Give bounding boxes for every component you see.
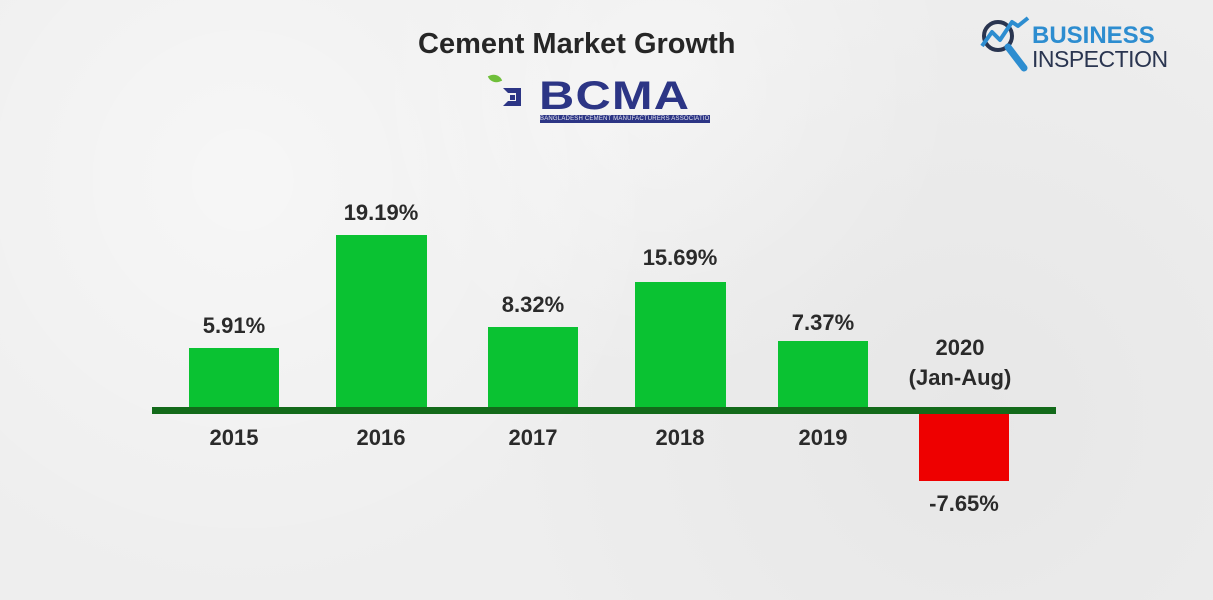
value-label-2018: 15.69% (642, 245, 718, 270)
category-label-2016: 2016 (356, 425, 406, 450)
category-label-2020-period: (Jan-Aug) (908, 365, 1012, 390)
value-label-2020: -7.65% (929, 491, 999, 516)
category-label-2019: 2019 (798, 425, 848, 450)
value-label-2017: 8.32% (501, 292, 565, 317)
category-label-2018: 2018 (655, 425, 705, 450)
value-label-2019: 7.37% (791, 310, 855, 335)
brand-line1: BUSINESS (1032, 22, 1155, 49)
bcma-logo-subtitle: BANGLADESH CEMENT MANUFACTURERS ASSOCIAT… (540, 115, 710, 123)
category-label-2020-year: 2020 (935, 335, 985, 360)
value-label-2016: 19.19% (343, 200, 419, 225)
bcma-mark-icon (503, 88, 521, 106)
leaf-icon (487, 72, 503, 85)
chart-title-text: Cement Market Growth (418, 28, 736, 60)
category-label-2017: 2017 (508, 425, 558, 450)
bar-2020 (919, 413, 1009, 481)
value-label-2015: 5.91% (202, 313, 266, 338)
brand-line2: INSPECTION (1032, 46, 1168, 72)
bar-2015 (189, 348, 279, 408)
bcma-logo-text: BCMA (539, 74, 691, 118)
category-label-2020: 2020 (Jan-Aug) (880, 333, 1040, 393)
bar-2016 (336, 235, 427, 408)
bar-2018 (635, 282, 726, 408)
bar-2017 (488, 327, 578, 408)
bcma-logo: BCMA BANGLADESH CEMENT MANUFACTURERS ASS… (487, 72, 712, 126)
category-label-2015: 2015 (209, 425, 259, 450)
magnifier-chart-icon (980, 16, 1030, 72)
business-inspection-logo: BUSINESS INSPECTION (978, 16, 1183, 76)
bar-2019 (778, 341, 868, 408)
zero-axis-line (152, 407, 1056, 414)
